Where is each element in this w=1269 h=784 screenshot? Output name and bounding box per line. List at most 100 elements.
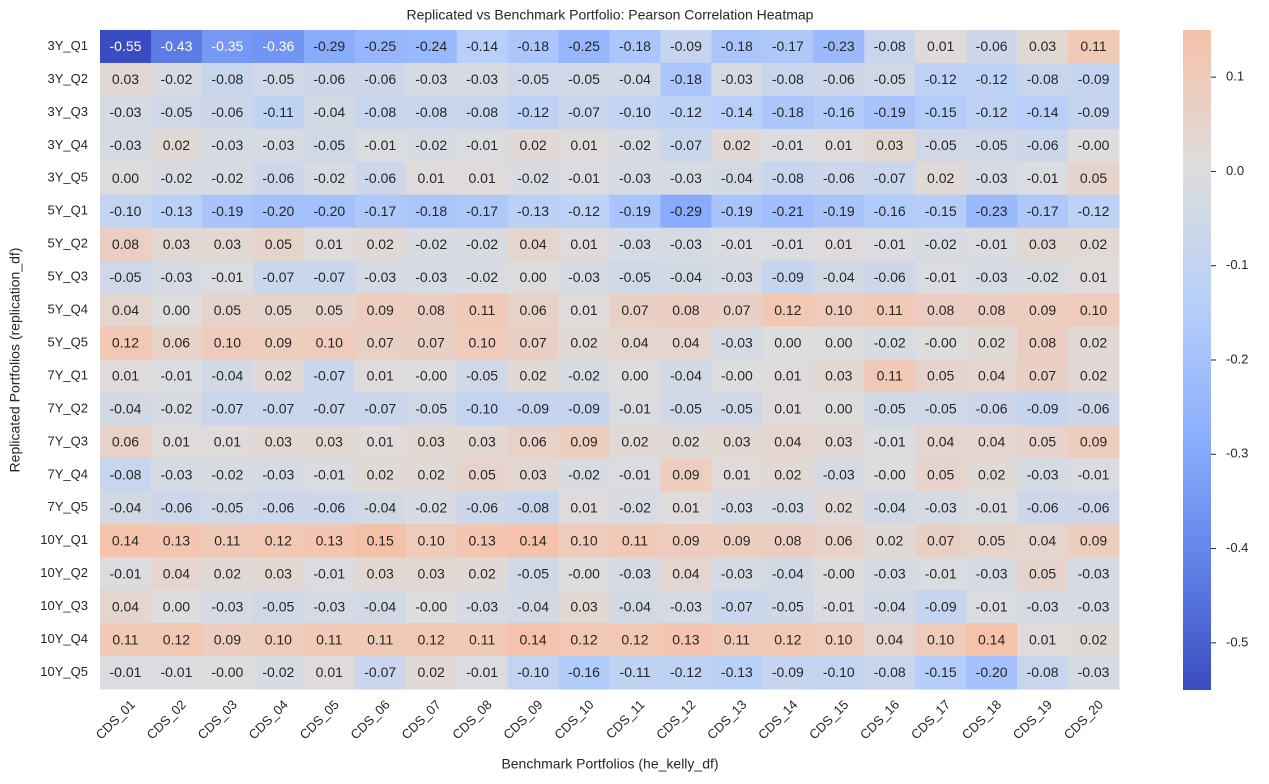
heatmap-cell [252, 557, 305, 591]
heatmap-cell [762, 260, 814, 295]
cell-label: -0.01 [619, 467, 651, 483]
heatmap-cell [660, 491, 712, 525]
x-tick-label: CDS_18 [959, 697, 1004, 742]
cell-label: -0.08 [1027, 664, 1059, 680]
heatmap-cell [966, 359, 1018, 393]
cell-label: -0.05 [313, 137, 345, 153]
cell-label: -0.18 [619, 38, 651, 54]
heatmap-cell [660, 458, 712, 492]
x-tick-label: CDS_04 [246, 697, 291, 742]
cell-label: -0.11 [620, 664, 651, 680]
heatmap-cell [1017, 491, 1069, 525]
cell-label: -0.06 [262, 170, 294, 186]
heatmap-cell [813, 392, 865, 426]
heatmap-cell [1068, 227, 1120, 262]
heatmap-cell [252, 392, 305, 426]
x-tick-label: CDS_07 [398, 697, 443, 742]
cell-label: 0.09 [723, 532, 750, 548]
heatmap-cell [201, 359, 254, 393]
heatmap-cell [864, 491, 916, 525]
heatmap-cell [456, 491, 509, 525]
cell-label: 0.08 [1029, 335, 1056, 351]
heatmap-cell [1068, 557, 1120, 591]
heatmap-cell [150, 458, 203, 492]
cell-label: 0.01 [570, 236, 597, 252]
cell-label: -0.03 [1027, 467, 1059, 483]
heatmap-cell [1017, 590, 1069, 624]
heatmap-cell [354, 557, 407, 591]
cell-label: -0.05 [976, 137, 1008, 153]
heatmap-cell [201, 491, 254, 525]
heatmap-cell [609, 161, 661, 196]
cell-label: 0.09 [265, 335, 292, 351]
heatmap-cell [813, 194, 865, 229]
heatmap-cell [609, 425, 661, 459]
cell-label: -0.03 [976, 170, 1008, 186]
heatmap-cell [405, 590, 458, 624]
cell-label: -0.12 [976, 71, 1008, 87]
heatmap-cell [150, 227, 203, 262]
cell-label: -0.00 [211, 664, 243, 680]
cell-label: 0.08 [418, 302, 445, 318]
cell-label: -0.03 [619, 236, 651, 252]
heatmap-cell [100, 260, 152, 295]
heatmap-cell [507, 326, 560, 360]
heatmap-cell [100, 656, 152, 690]
cell-label: -0.07 [211, 401, 243, 417]
cell-label: 0.07 [418, 335, 445, 351]
heatmap-cell [201, 293, 254, 328]
heatmap-cell [558, 524, 610, 558]
heatmap-cell [1068, 590, 1120, 624]
heatmap-cell [507, 128, 560, 163]
heatmap-cell [1068, 30, 1120, 64]
cell-label: -0.04 [364, 598, 396, 614]
cell-label: 0.01 [1080, 269, 1107, 285]
heatmap-cell [303, 260, 356, 295]
cell-label: -0.03 [874, 565, 906, 581]
cell-label: 0.02 [723, 137, 750, 153]
cell-label: 0.04 [621, 335, 648, 351]
cell-label: 0.02 [418, 664, 445, 680]
cell-label: -0.00 [415, 598, 447, 614]
cell-label: -0.04 [110, 401, 142, 417]
heatmap-cell [201, 656, 254, 690]
cell-label: 0.10 [316, 335, 343, 351]
heatmap-cell [100, 392, 152, 426]
heatmap-cell [456, 227, 509, 262]
cell-label: -0.09 [1078, 71, 1110, 87]
cell-label: 0.01 [927, 38, 954, 54]
cell-label: -0.02 [619, 499, 651, 515]
heatmap-cell [864, 293, 916, 328]
heatmap-cell [456, 359, 509, 393]
cell-label: 0.04 [163, 565, 190, 581]
heatmap-cell [150, 491, 203, 525]
cell-label: 0.00 [519, 269, 546, 285]
y-tick-label: 10Y_Q2 [40, 565, 88, 580]
cell-label: 0.00 [621, 368, 648, 384]
heatmap-cell [507, 557, 560, 591]
heatmap-cell [966, 30, 1018, 64]
x-tick-label: CDS_16 [857, 697, 902, 742]
cell-label: 0.02 [927, 170, 954, 186]
heatmap-cell [201, 590, 254, 624]
cell-label: 0.04 [1029, 532, 1056, 548]
cell-label: 0.14 [519, 631, 546, 647]
heatmap-cell [252, 194, 305, 229]
cell-label: 0.04 [978, 434, 1005, 450]
heatmap-cell [1068, 128, 1120, 163]
heatmap-cell [456, 524, 509, 558]
heatmap-cell [966, 623, 1018, 657]
cell-label: -0.55 [110, 38, 142, 54]
heatmap-cell [966, 62, 1018, 97]
cell-label: 0.10 [469, 335, 496, 351]
cell-label: -0.03 [721, 269, 753, 285]
heatmap-cell [303, 557, 356, 591]
heatmap-cell [609, 62, 661, 97]
heatmap-cell [711, 656, 763, 690]
heatmap-cell [660, 227, 712, 262]
heatmap-cell [150, 524, 203, 558]
heatmap-cell [303, 326, 356, 360]
cell-label: -0.25 [568, 38, 600, 54]
cell-label: -0.06 [211, 104, 243, 120]
cell-label: -0.29 [670, 203, 702, 219]
